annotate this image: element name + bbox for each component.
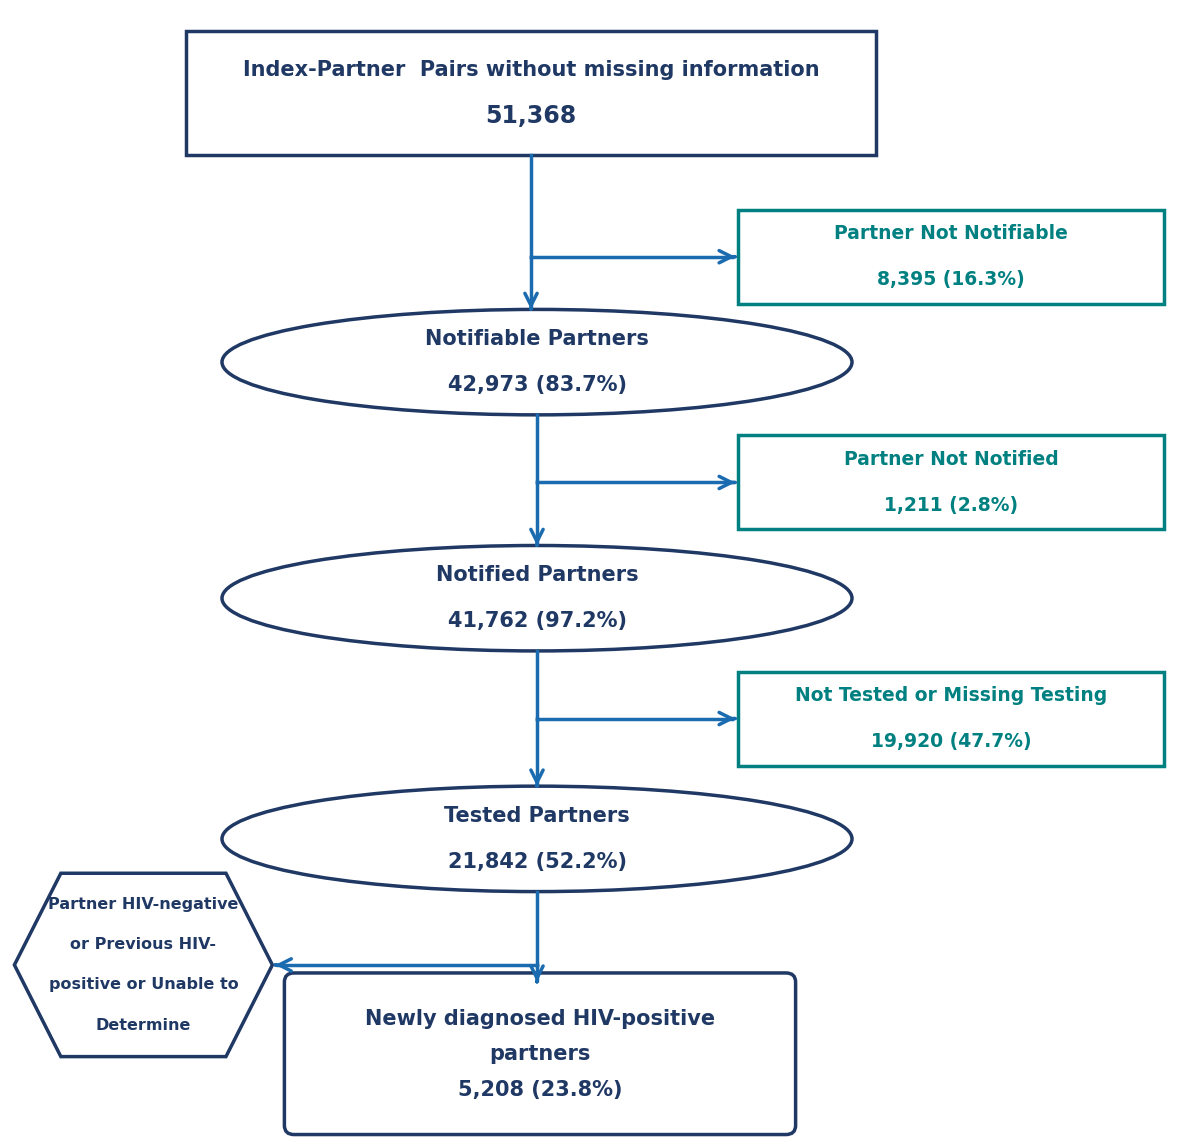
Text: 5,208 (23.8%): 5,208 (23.8%) xyxy=(457,1081,623,1100)
Text: Partner HIV-negative: Partner HIV-negative xyxy=(48,897,239,912)
Text: or Previous HIV-: or Previous HIV- xyxy=(71,937,216,952)
Text: Notifiable Partners: Notifiable Partners xyxy=(425,329,649,350)
Ellipse shape xyxy=(222,545,852,651)
Text: 19,920 (47.7%): 19,920 (47.7%) xyxy=(871,732,1031,751)
Text: Index-Partner  Pairs without missing information: Index-Partner Pairs without missing info… xyxy=(242,60,820,80)
Text: 41,762 (97.2%): 41,762 (97.2%) xyxy=(448,611,626,631)
Text: Determine: Determine xyxy=(96,1018,191,1033)
Ellipse shape xyxy=(222,786,852,892)
Bar xyxy=(738,435,1164,529)
Text: Notified Partners: Notified Partners xyxy=(436,565,638,586)
Text: Newly diagnosed HIV-positive: Newly diagnosed HIV-positive xyxy=(365,1010,715,1029)
Ellipse shape xyxy=(222,309,852,415)
Text: 21,842 (52.2%): 21,842 (52.2%) xyxy=(448,851,626,872)
Bar xyxy=(186,31,876,155)
Text: 8,395 (16.3%): 8,395 (16.3%) xyxy=(877,270,1025,289)
Text: Tested Partners: Tested Partners xyxy=(444,806,630,826)
Text: partners: partners xyxy=(490,1044,590,1063)
Text: 42,973 (83.7%): 42,973 (83.7%) xyxy=(448,375,626,395)
Text: positive or Unable to: positive or Unable to xyxy=(48,978,239,992)
Text: Partner Not Notifiable: Partner Not Notifiable xyxy=(834,225,1068,243)
Text: Partner Not Notified: Partner Not Notified xyxy=(844,450,1058,469)
Text: 1,211 (2.8%): 1,211 (2.8%) xyxy=(884,496,1018,515)
Text: 51,368: 51,368 xyxy=(485,104,577,127)
FancyBboxPatch shape xyxy=(284,973,796,1135)
Bar xyxy=(738,672,1164,766)
Bar xyxy=(738,210,1164,304)
Text: Not Tested or Missing Testing: Not Tested or Missing Testing xyxy=(794,686,1108,705)
Polygon shape xyxy=(14,873,272,1057)
